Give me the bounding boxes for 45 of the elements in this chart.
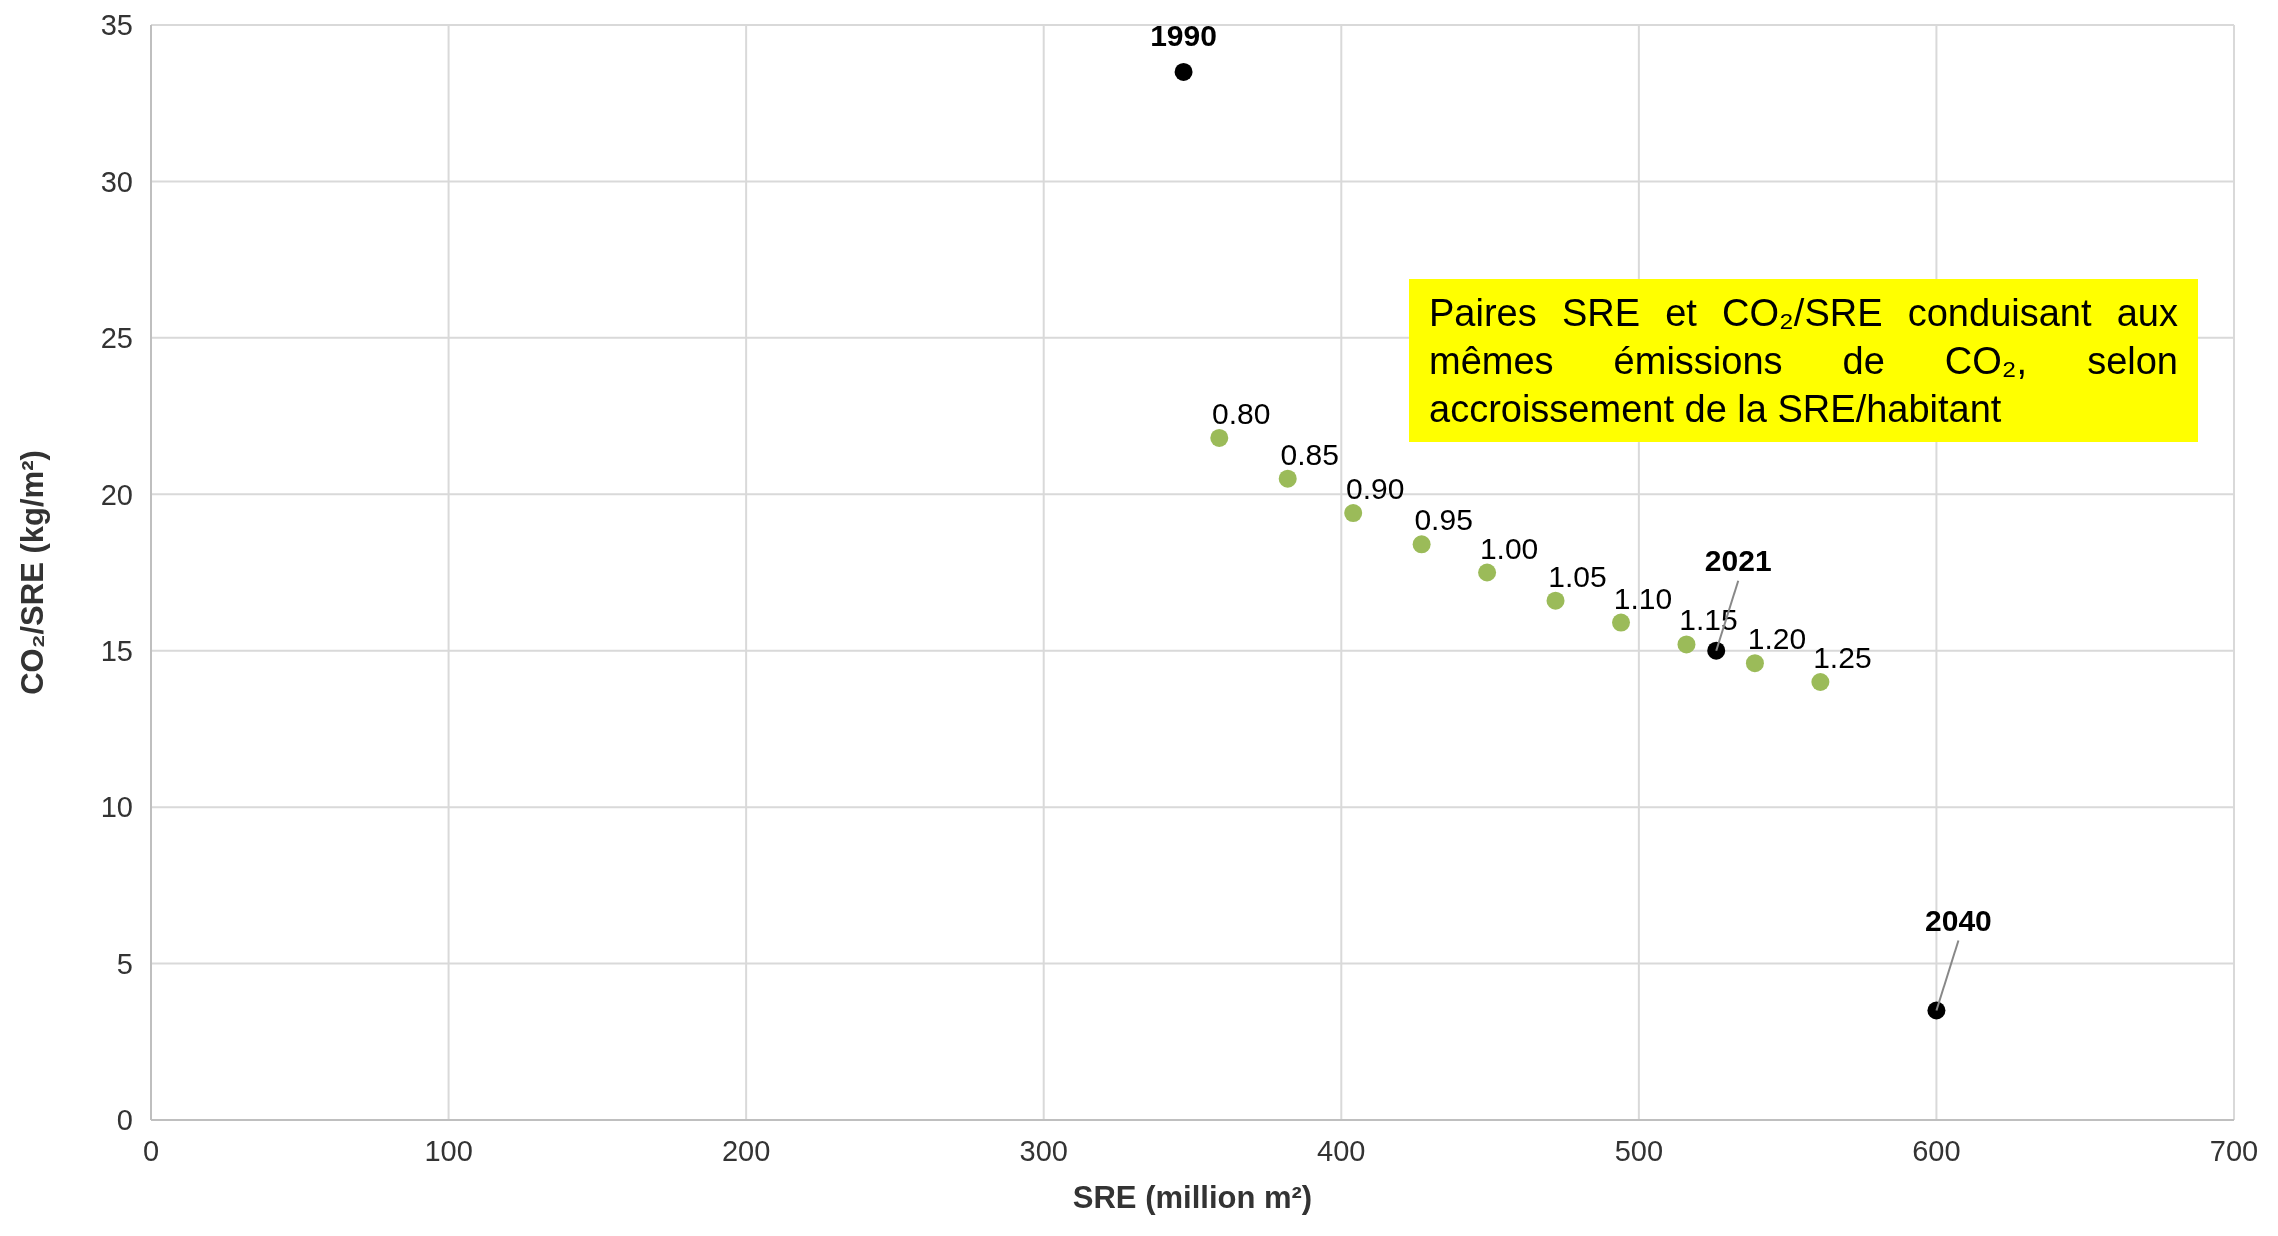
point: [1677, 635, 1696, 654]
y-tick-label: 35: [100, 9, 133, 42]
point: [1927, 1001, 1946, 1020]
annotation: 0.80: [1212, 396, 1271, 430]
annotation: Paires SRE et CO₂/SRE conduisant aux mêmes émissions de CO₂, selon accroissement de la SRE/habitant: [1409, 279, 2198, 442]
annotation: 1.00: [1479, 531, 1539, 565]
annotation: 2040: [1925, 903, 1992, 937]
x-tick-label: 300: [1019, 1134, 1068, 1167]
y-tick-label: 0: [116, 1104, 133, 1137]
y-tick-label: 25: [100, 322, 133, 355]
annotation: 0.85: [1280, 437, 1339, 471]
x-tick-label: 100: [424, 1134, 473, 1167]
point: [1546, 591, 1565, 610]
point: [1210, 428, 1229, 447]
y-tick-label: 20: [100, 478, 133, 511]
y-tick-label: 30: [100, 165, 133, 198]
point: [1745, 654, 1764, 673]
point: [1278, 469, 1297, 488]
x-tick-label: 700: [2209, 1134, 2259, 1167]
annotation: 1.20: [1747, 622, 1807, 656]
y-tick-label: 15: [100, 635, 133, 668]
annotation: 2021: [1704, 543, 1772, 577]
annotation: 1990: [1150, 18, 1217, 52]
point: [1811, 673, 1830, 691]
point: [1344, 504, 1363, 523]
annotation: 1.05: [1548, 559, 1607, 593]
x-tick-label: 0: [142, 1134, 160, 1167]
x-tick-label: 400: [1317, 1134, 1366, 1167]
x-tick-label: 500: [1614, 1134, 1664, 1167]
point: [1174, 62, 1193, 81]
annotation: 0.95: [1414, 503, 1473, 537]
point: [1412, 535, 1431, 554]
annotation: 1.10: [1613, 581, 1673, 615]
point: [1707, 641, 1726, 660]
y-tick-label: 5: [116, 947, 133, 980]
annotation: 1.25: [1813, 641, 1872, 674]
annotation: 0.90: [1345, 472, 1405, 506]
y-tick-label: 10: [100, 791, 133, 824]
x-axis-title: SRE (million m²): [1072, 1180, 1313, 1215]
annotation: 1.15: [1679, 603, 1738, 637]
x-tick-label: 600: [1912, 1134, 1961, 1167]
point: [1478, 563, 1497, 582]
point: [1612, 613, 1630, 632]
x-tick-label: 200: [721, 1134, 771, 1167]
y-axis-title: CO₂/SRE (kg/m²): [15, 450, 51, 695]
